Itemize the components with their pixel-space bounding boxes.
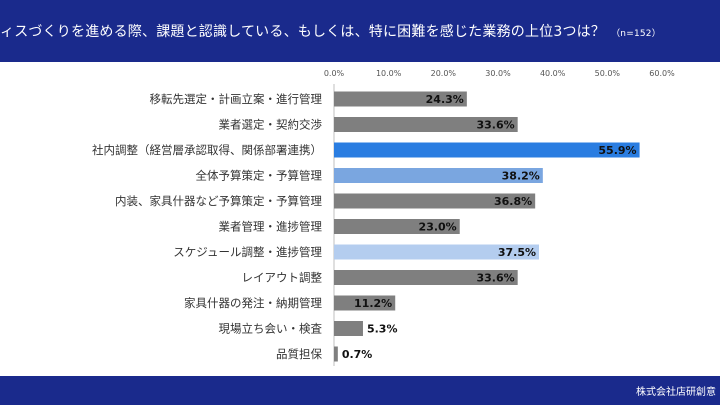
category-label: 業者選定・契約交渉 bbox=[219, 118, 323, 132]
data-label: 24.3% bbox=[426, 93, 464, 106]
x-tick-label: 40.0% bbox=[540, 69, 566, 78]
bar bbox=[334, 270, 518, 285]
category-label: スケジュール調整・進捗管理 bbox=[173, 245, 322, 259]
chart-title: ィスづくりを進める際、課題と認識している、もしくは、特に困難を感じた業務の上位3… bbox=[0, 21, 661, 41]
bar bbox=[334, 321, 363, 336]
data-label: 36.8% bbox=[494, 195, 532, 208]
bar bbox=[334, 193, 536, 209]
chart-title-text: ィスづくりを進める際、課題と認識している、もしくは、特に困難を感じた業務の上位3… bbox=[0, 24, 606, 40]
category-label: 移転先選定・計画立案・進行管理 bbox=[150, 92, 323, 106]
bar bbox=[334, 346, 338, 362]
bar bbox=[334, 168, 543, 183]
data-label: 55.9% bbox=[598, 144, 636, 157]
data-label: 33.6% bbox=[477, 119, 515, 132]
bar bbox=[334, 142, 640, 158]
data-label: 11.2% bbox=[354, 297, 392, 310]
category-label: 社内調整（経営層承認取得、関係部署連携） bbox=[92, 143, 322, 157]
x-tick-label: 10.0% bbox=[376, 69, 402, 78]
data-label: 37.5% bbox=[498, 246, 536, 259]
data-label: 5.3% bbox=[367, 323, 398, 336]
x-tick-label: 50.0% bbox=[595, 69, 621, 78]
header-banner: ィスづくりを進める際、課題と認識している、もしくは、特に困難を感じた業務の上位3… bbox=[0, 0, 720, 62]
data-label: 23.0% bbox=[419, 221, 457, 234]
category-label: 業者管理・進捗管理 bbox=[219, 220, 323, 234]
category-label: 現場立ち会い・検査 bbox=[219, 322, 323, 336]
category-label: 家具什器の発注・納期管理 bbox=[184, 296, 322, 310]
data-label: 0.7% bbox=[342, 348, 373, 361]
category-label: レイアウト調整 bbox=[242, 271, 323, 285]
x-tick-label: 0.0% bbox=[324, 69, 345, 78]
bar bbox=[334, 244, 539, 260]
sample-size-label: （n=152） bbox=[611, 29, 661, 39]
bar bbox=[334, 117, 518, 132]
data-label: 33.6% bbox=[477, 272, 515, 285]
category-label: 内装、家具什器など予算策定・予算管理 bbox=[115, 194, 322, 208]
x-tick-label: 60.0% bbox=[649, 69, 675, 78]
bar bbox=[334, 295, 396, 311]
data-label: 38.2% bbox=[502, 170, 540, 183]
footer-banner: 株式会社店研創意 bbox=[0, 376, 720, 405]
company-name: 株式会社店研創意 bbox=[636, 387, 716, 398]
bar-chart: 0.0% 10.0% 20.0% 30.0% 40.0% 50.0% 60.0% 移転先選定・… bbox=[92, 69, 675, 366]
x-tick-label: 30.0% bbox=[485, 69, 511, 78]
bar bbox=[334, 219, 460, 234]
x-tick-label: 20.0% bbox=[431, 69, 457, 78]
category-label: 全体予算策定・予算管理 bbox=[196, 169, 323, 183]
bar bbox=[334, 91, 467, 107]
category-label: 品質担保 bbox=[276, 347, 322, 361]
